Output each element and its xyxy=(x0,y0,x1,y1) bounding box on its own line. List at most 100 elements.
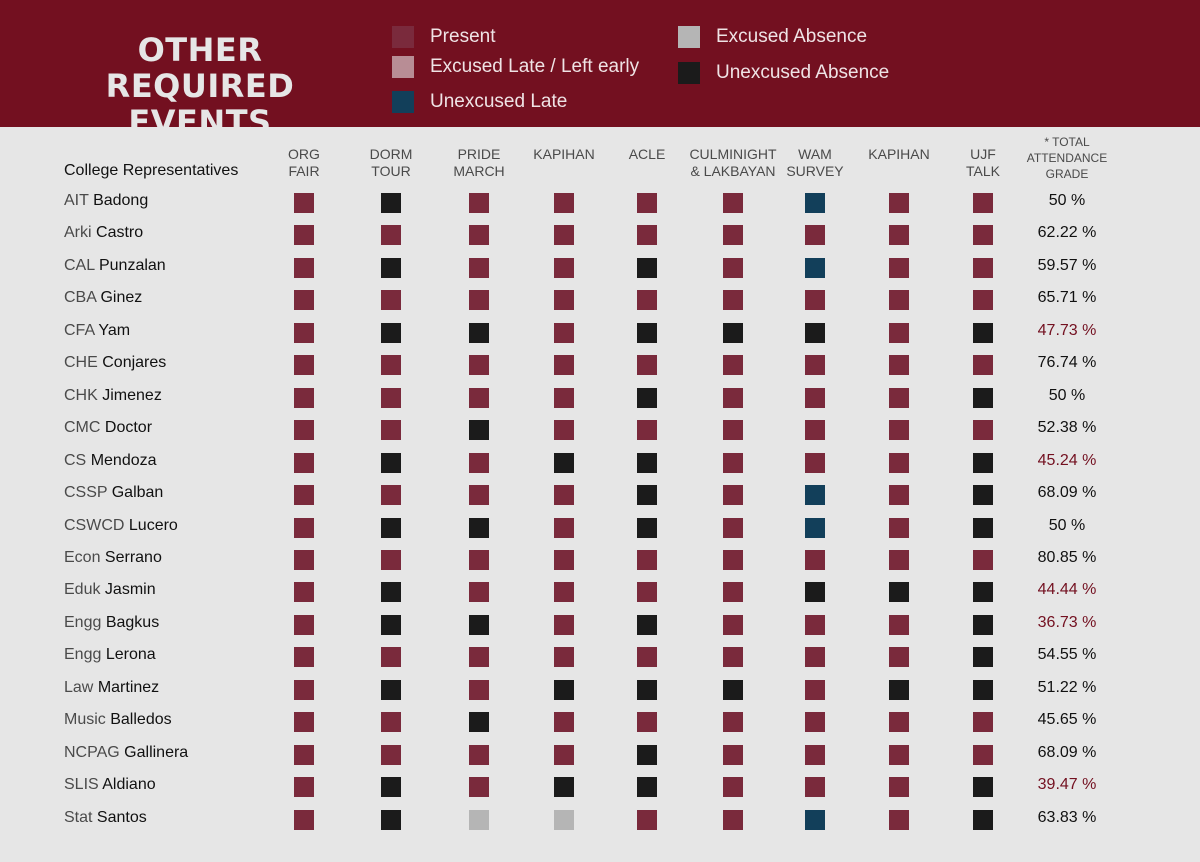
attendance-cell xyxy=(889,322,909,343)
attendance-cell xyxy=(554,809,574,830)
attendance-grade: 36.73 % xyxy=(1037,613,1097,631)
college-label: CS xyxy=(64,451,87,469)
college-label: Arki xyxy=(64,224,92,242)
surname-label: Ginez xyxy=(100,289,143,307)
attendance-cell xyxy=(723,485,743,506)
row-header-label: College Representatives xyxy=(64,162,239,179)
attendance-cell xyxy=(723,257,743,278)
surname-label: Santos xyxy=(96,808,147,826)
attendance-cell xyxy=(637,322,657,343)
attendance-cell xyxy=(469,809,489,830)
surname-label: Jasmin xyxy=(104,581,156,599)
attendance-cell xyxy=(889,452,909,473)
attendance-cell xyxy=(381,452,401,473)
attendance-cell xyxy=(973,647,993,668)
attendance-cell xyxy=(469,712,489,733)
attendance-cell xyxy=(294,582,314,603)
attendance-grade: 47.73 % xyxy=(1037,321,1097,339)
college-label: Engg xyxy=(64,646,102,664)
surname-label: Martinez xyxy=(97,678,160,696)
attendance-cell xyxy=(381,777,401,798)
attendance-cell xyxy=(805,322,825,343)
attendance-cell xyxy=(805,517,825,538)
representative-name: CHK Jimenez xyxy=(64,387,162,405)
table-row: Law Martinez 51.22 % xyxy=(0,675,1200,707)
column-header-line1: WAM xyxy=(798,146,832,162)
attendance-cell xyxy=(637,517,657,538)
column-header-line1: CULMINIGHT xyxy=(689,146,777,162)
attendance-cell xyxy=(381,225,401,246)
table-row: CBA Ginez 65.71 % xyxy=(0,285,1200,317)
attendance-grade: 52.38 % xyxy=(1037,419,1097,437)
attendance-cell xyxy=(805,744,825,765)
attendance-cell xyxy=(973,679,993,700)
attendance-cell xyxy=(805,193,825,213)
table-row: CFA Yam 47.73 % xyxy=(0,318,1200,350)
college-label: CSWCD xyxy=(64,516,125,534)
attendance-cell xyxy=(469,193,489,213)
college-label: Eduk xyxy=(64,581,101,599)
column-header: ORG FAIR xyxy=(244,146,364,180)
representative-name: Engg Lerona xyxy=(64,646,156,664)
attendance-cell xyxy=(973,257,993,278)
attendance-cell xyxy=(294,193,314,213)
table-row: CMC Doctor 52.38 % xyxy=(0,415,1200,447)
attendance-cell xyxy=(554,485,574,506)
attendance-cell xyxy=(554,225,574,246)
column-header: WAM SURVEY xyxy=(755,146,875,180)
attendance-cell xyxy=(723,582,743,603)
attendance-cell xyxy=(637,485,657,506)
attendance-cell xyxy=(294,225,314,246)
table-row: CAL Punzalan 59.57 % xyxy=(0,253,1200,285)
table-row: AIT Badong 50 % xyxy=(0,188,1200,220)
representative-name: Econ Serrano xyxy=(64,549,162,567)
table-row: Engg Lerona 54.55 % xyxy=(0,642,1200,674)
representative-name: Law Martinez xyxy=(64,679,159,697)
surname-label: Bagkus xyxy=(105,613,160,631)
attendance-cell xyxy=(294,549,314,570)
attendance-cell xyxy=(637,387,657,408)
attendance-cell xyxy=(294,777,314,798)
attendance-cell xyxy=(554,290,574,311)
college-label: Music xyxy=(64,711,106,729)
attendance-cell xyxy=(805,712,825,733)
attendance-cell xyxy=(637,679,657,700)
table-row: CSSP Galban 68.09 % xyxy=(0,480,1200,512)
attendance-cell xyxy=(637,452,657,473)
attendance-cell xyxy=(554,257,574,278)
college-label: Engg xyxy=(64,613,102,631)
attendance-cell xyxy=(469,322,489,343)
college-label: CBA xyxy=(64,289,97,307)
attendance-cell xyxy=(637,809,657,830)
attendance-cell xyxy=(637,777,657,798)
table-row: Music Balledos 45.65 % xyxy=(0,707,1200,739)
attendance-cell xyxy=(889,777,909,798)
attendance-cell xyxy=(723,452,743,473)
attendance-cell xyxy=(294,809,314,830)
attendance-cell xyxy=(889,614,909,635)
attendance-grade: 50 % xyxy=(1048,192,1086,209)
attendance-cell xyxy=(723,420,743,441)
attendance-cell xyxy=(805,549,825,570)
attendance-cell xyxy=(554,744,574,765)
surname-label: Doctor xyxy=(104,419,153,437)
surname-label: Mendoza xyxy=(90,451,157,469)
representative-name: CAL Punzalan xyxy=(64,257,166,275)
attendance-cell xyxy=(469,485,489,506)
attendance-cell xyxy=(294,679,314,700)
attendance-cell xyxy=(637,225,657,246)
attendance-cell xyxy=(723,387,743,408)
attendance-cell xyxy=(889,355,909,376)
table-header: College Representatives ORG FAIR DORM TO… xyxy=(0,135,1200,190)
attendance-cell xyxy=(723,679,743,700)
attendance-cell xyxy=(723,193,743,213)
column-header-line1: DORM xyxy=(369,146,413,162)
attendance-cell xyxy=(723,355,743,376)
column-header-line2: & LAKBAYAN xyxy=(690,163,776,179)
attendance-cell xyxy=(805,485,825,506)
attendance-cell xyxy=(637,712,657,733)
attendance-cell xyxy=(973,225,993,246)
attendance-cell xyxy=(889,290,909,311)
college-label: CSSP xyxy=(64,484,108,502)
attendance-cell xyxy=(469,517,489,538)
